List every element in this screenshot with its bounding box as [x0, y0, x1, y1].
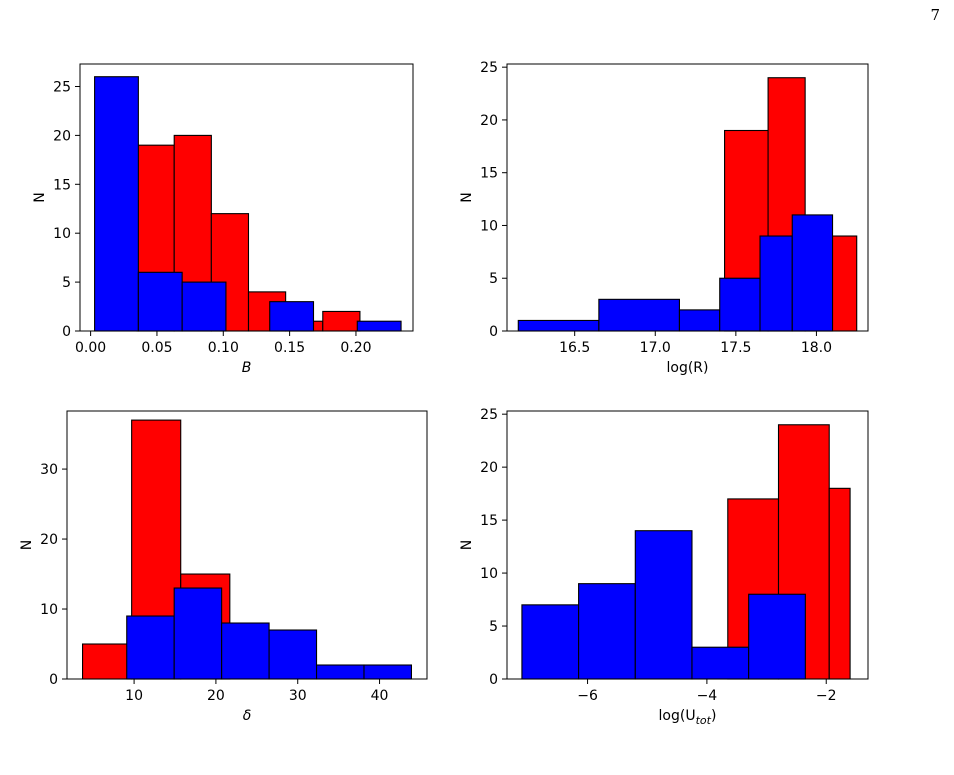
blue-histogram-bar [578, 583, 636, 680]
blue-histogram-bar [678, 309, 721, 332]
blue-histogram-bar [517, 319, 600, 332]
blue-histogram-bar [748, 593, 806, 680]
blue-histogram-bar [719, 277, 761, 332]
y-tick-label: 25 [53, 79, 71, 95]
y-tick-label: 10 [480, 566, 498, 582]
x-axis-label: log(Utot) [659, 708, 717, 727]
red-histogram-bar [82, 643, 133, 680]
y-tick-label: 10 [40, 602, 58, 618]
panel-b-histogram: 0.00 0.05 0.10 0.15 0.20 0 5 10 15 20 25 B N [32, 63, 414, 376]
blue-histogram-bar [126, 615, 175, 680]
x-axis-label: δ [243, 708, 252, 724]
x-tick-label: 17.5 [720, 340, 751, 356]
x-tick-label: −2 [816, 688, 837, 704]
x-tick-label: 40 [371, 688, 389, 704]
x-tick-label: 0.15 [274, 340, 305, 356]
blue-histogram-bar [791, 214, 834, 332]
blue-histogram-bar [173, 587, 223, 680]
blue-histogram-bar [268, 629, 318, 680]
red-histogram-bar [828, 487, 851, 680]
y-tick-label: 0 [49, 672, 58, 688]
x-tick-label: −6 [577, 688, 598, 704]
axes-frame [66, 410, 428, 680]
blue-histogram-bar [356, 320, 402, 332]
y-tick-label: 5 [489, 271, 498, 287]
y-tick-label: 0 [489, 672, 498, 688]
blue-histogram-bar [181, 281, 227, 332]
x-tick-label: 20 [207, 688, 225, 704]
x-tick-label: 16.5 [559, 340, 590, 356]
y-tick-label: 20 [480, 460, 498, 476]
y-axis-label: N [19, 540, 35, 550]
y-tick-label: 15 [53, 177, 71, 193]
x-tick-label: 0.10 [208, 340, 239, 356]
red-histogram-bar [322, 310, 361, 332]
y-axis-label: N [32, 192, 48, 202]
y-tick-label: 5 [62, 275, 71, 291]
axes-frame [506, 410, 869, 680]
blue-histogram-bar [691, 646, 750, 680]
y-tick-label: 10 [480, 218, 498, 234]
x-tick-label: −4 [697, 688, 718, 704]
x-tick-label: 10 [125, 688, 143, 704]
page-number: 7 [930, 6, 940, 24]
y-tick-label: 0 [62, 324, 71, 340]
blue-histogram-bar [221, 622, 270, 680]
y-tick-label: 15 [480, 513, 498, 529]
blue-histogram-bar [634, 530, 693, 680]
x-axis-label: B [242, 360, 252, 376]
blue-histogram-bar [315, 664, 365, 680]
panel-logu-histogram: −6 −4 −2 0 5 10 15 20 25 log(Utot) N [459, 407, 869, 727]
y-tick-label: 25 [480, 60, 498, 76]
blue-histogram-bar [269, 301, 315, 332]
y-tick-label: 15 [480, 166, 498, 182]
y-tick-label: 30 [40, 462, 58, 478]
y-axis-label: N [459, 540, 475, 550]
axes-frame [79, 63, 414, 332]
x-tick-label: 30 [289, 688, 307, 704]
blue-histogram-bar [759, 235, 793, 332]
y-tick-label: 10 [53, 226, 71, 242]
x-tick-label: 0.00 [75, 340, 106, 356]
panel-logr-histogram: 16.5 17.0 17.5 18.0 0 5 10 15 20 25 log(R) N [459, 60, 869, 376]
y-axis-label: N [459, 192, 475, 202]
y-tick-label: 20 [40, 532, 58, 548]
y-tick-label: 0 [489, 324, 498, 340]
y-tick-label: 20 [480, 113, 498, 129]
blue-histogram-bar [94, 76, 139, 332]
x-tick-label: 17.0 [640, 340, 671, 356]
y-tick-label: 25 [480, 407, 498, 423]
x-tick-label: 0.20 [340, 340, 371, 356]
blue-histogram-bar [598, 298, 680, 332]
y-tick-label: 20 [53, 128, 71, 144]
x-tick-label: 18.0 [801, 340, 832, 356]
y-tick-label: 5 [489, 619, 498, 635]
panel-delta-histogram: 10 20 30 40 0 10 20 30 δ N [19, 410, 428, 724]
axes-frame [506, 63, 869, 332]
blue-histogram-bar [363, 664, 413, 680]
blue-histogram-bar [521, 604, 580, 680]
blue-histogram-bar [137, 271, 183, 332]
x-tick-label: 0.05 [141, 340, 172, 356]
x-axis-label: log(R) [667, 360, 709, 376]
